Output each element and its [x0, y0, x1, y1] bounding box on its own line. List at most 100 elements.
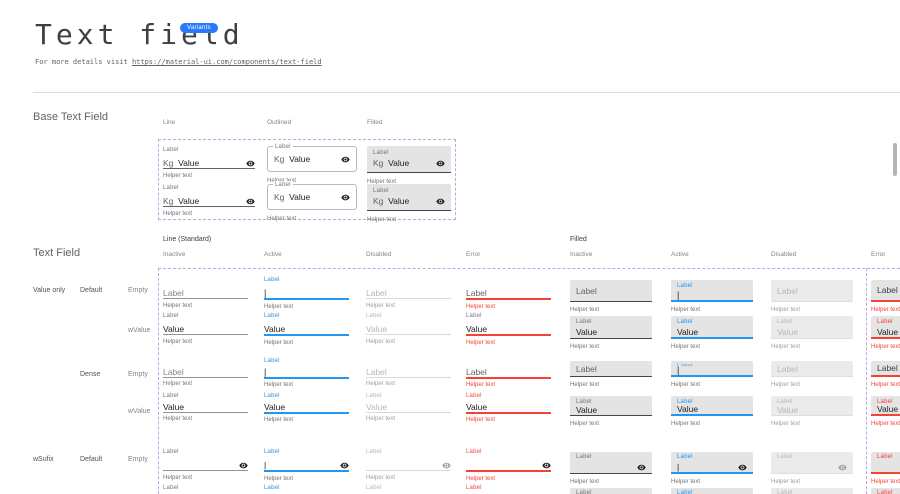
- field-input[interactable]: |: [264, 285, 349, 300]
- field-input[interactable]: Value: [264, 321, 349, 336]
- filled-box[interactable]: Label Value: [871, 316, 900, 339]
- visibility-eye-icon[interactable]: [246, 197, 255, 206]
- visibility-eye-icon[interactable]: [436, 159, 445, 168]
- filled-box[interactable]: Label Value: [871, 396, 900, 416]
- field-input[interactable]: Kg Value: [163, 193, 255, 207]
- visibility-eye-icon[interactable]: [239, 461, 248, 470]
- text-field-filled-disabled: Label Helper text: [771, 280, 853, 314]
- field-input[interactable]: Kg Value: [274, 154, 350, 164]
- filled-box[interactable]: Label Value: [671, 316, 753, 339]
- field-input[interactable]: Value: [264, 401, 349, 414]
- field-label: Label: [777, 454, 793, 460]
- filled-box[interactable]: Label|: [671, 361, 753, 377]
- helper-text: Helper text: [671, 382, 701, 388]
- docs-link[interactable]: https://material-ui.com/components/text-…: [131, 58, 322, 66]
- field-input[interactable]: Value: [163, 401, 248, 413]
- field-label: Label: [777, 490, 793, 494]
- filled-box[interactable]: Label: [871, 361, 900, 377]
- visibility-eye-icon[interactable]: [341, 193, 350, 202]
- filled-box[interactable]: Label: [771, 280, 853, 302]
- field-input[interactable]: Value: [366, 321, 451, 335]
- field-label: Label: [877, 489, 893, 494]
- filled-box[interactable]: Label|: [671, 452, 753, 474]
- field-input[interactable]: |: [677, 462, 747, 472]
- text-field-filled-active: Label|Helper text: [671, 488, 753, 494]
- field-value-text: Kg Value: [163, 158, 200, 168]
- visibility-eye-icon[interactable]: [442, 461, 451, 470]
- visibility-eye-icon[interactable]: [436, 197, 445, 206]
- helper-text: Helper text: [366, 303, 396, 309]
- visibility-eye-icon[interactable]: [340, 461, 349, 470]
- field-input[interactable]: Kg Value: [163, 155, 255, 169]
- filled-box[interactable]: Label: [871, 452, 900, 474]
- filled-box[interactable]: Label: [570, 452, 652, 474]
- field-input[interactable]: Label: [466, 285, 551, 300]
- filled-box[interactable]: Label|: [671, 280, 753, 302]
- filled-box[interactable]: Label: [771, 452, 853, 474]
- field-input[interactable]: Label: [466, 366, 551, 379]
- field-input[interactable]: Value: [366, 401, 451, 413]
- filled-box[interactable]: Label: [570, 361, 652, 377]
- base-field-line: Label Kg Value Helper text: [163, 146, 255, 180]
- field-input[interactable]: [466, 457, 551, 472]
- text-field-line-error: Label Helper text: [466, 448, 551, 483]
- helper-text: Helper text: [163, 475, 193, 481]
- field-input[interactable]: |: [264, 366, 349, 379]
- filled-box[interactable]: Label: [570, 488, 652, 494]
- field-input[interactable]: Kg Value: [274, 192, 350, 202]
- field-input[interactable]: Label: [366, 366, 451, 378]
- field-label: Label: [576, 319, 592, 325]
- field-label: Label: [373, 150, 389, 156]
- text-field-filled-active: Label Value Helper text: [671, 316, 753, 351]
- visibility-eye-icon[interactable]: [246, 159, 255, 168]
- filled-box[interactable]: Label: [871, 280, 900, 302]
- filled-box[interactable]: Label Value: [671, 396, 753, 416]
- field-input[interactable]: Value: [163, 321, 248, 335]
- filled-box[interactable]: Label|: [671, 488, 753, 494]
- field-input[interactable]: Label: [163, 366, 248, 378]
- filled-box[interactable]: Label Value: [771, 396, 853, 416]
- visibility-eye-icon[interactable]: [838, 463, 847, 472]
- text-field-filled-inactive: Label Value Helper text: [570, 316, 652, 351]
- field-input[interactable]: [777, 462, 847, 472]
- field-input[interactable]: Kg Value: [373, 196, 445, 206]
- field-input[interactable]: [576, 462, 646, 472]
- text-field-filled-disabled: Label Helper text: [771, 452, 853, 486]
- visibility-eye-icon[interactable]: [542, 461, 551, 470]
- row-label-empty: Empty: [128, 287, 148, 294]
- field-input[interactable]: |: [264, 457, 349, 472]
- visibility-eye-icon[interactable]: [738, 463, 747, 472]
- field-label: Label: [366, 393, 382, 399]
- field-input[interactable]: Label: [163, 285, 248, 299]
- visibility-eye-icon[interactable]: [637, 463, 646, 472]
- scrollbar-thumb[interactable]: [893, 143, 897, 176]
- filled-box[interactable]: Label Value: [570, 316, 652, 339]
- filled-box[interactable]: Label Kg Value: [367, 184, 451, 211]
- field-label: Label: [576, 399, 592, 405]
- field-input[interactable]: Value: [466, 401, 551, 414]
- helper-text: Helper text: [163, 381, 193, 387]
- visibility-eye-icon[interactable]: [341, 155, 350, 164]
- field-input[interactable]: Value: [466, 321, 551, 336]
- field-input[interactable]: Kg Value: [373, 158, 445, 168]
- outlined-box[interactable]: Label Kg Value: [267, 143, 357, 172]
- field-input[interactable]: [366, 457, 451, 471]
- filled-box[interactable]: Label: [771, 361, 853, 377]
- outlined-box[interactable]: Label Kg Value: [267, 181, 357, 210]
- filled-box[interactable]: Label Value: [771, 316, 853, 339]
- field-label: Label: [163, 485, 179, 491]
- filled-box[interactable]: Label Value: [570, 396, 652, 416]
- filled-box[interactable]: Label: [871, 488, 900, 494]
- field-value-text: [877, 462, 879, 472]
- field-input[interactable]: [877, 462, 900, 472]
- row-label-default: Default: [80, 287, 103, 294]
- filled-box[interactable]: Label: [771, 488, 853, 494]
- filled-box[interactable]: Label: [570, 280, 652, 302]
- text-caret: |: [264, 288, 267, 298]
- field-input[interactable]: Label: [366, 285, 451, 299]
- text-field-filled-inactive: Label Helper text: [570, 488, 652, 494]
- field-label: [163, 276, 248, 285]
- filled-box[interactable]: Label Kg Value: [367, 146, 451, 173]
- field-label: Label: [273, 181, 293, 188]
- field-input[interactable]: [163, 457, 248, 471]
